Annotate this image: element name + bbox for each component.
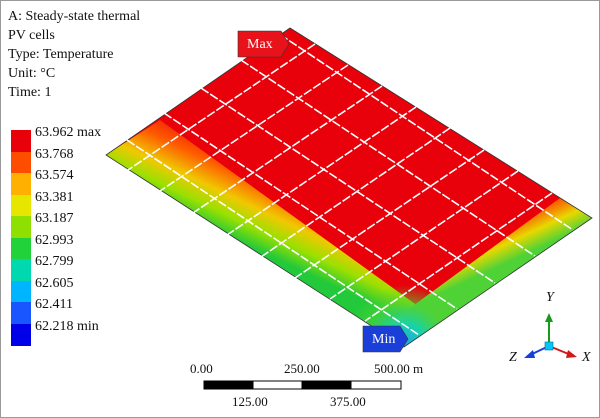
scale-label: 500.00 m [374,361,424,376]
legend-label: 62.993 [35,232,74,248]
legend-label: 63.574 [35,168,74,183]
result-time: Time: 1 [8,85,52,100]
max-marker-label[interactable]: Max [247,37,273,52]
legend-swatch [11,259,31,281]
legend-swatch [11,280,31,303]
scale-bar [203,380,402,390]
legend-label: 63.768 [35,146,74,162]
legend-label: 63.962 max [35,125,102,140]
z-axis-label: Z [509,350,517,365]
legend-swatch [11,130,31,152]
temperature-band-left-edge [106,120,440,347]
legend-swatch [11,323,31,346]
axis-triad[interactable] [524,313,577,358]
scale-label: 125.00 [232,394,268,409]
body-name: PV cells [8,28,55,43]
analysis-title: A: Steady-state thermal [8,9,141,24]
result-info-panel: A: Steady-state thermal PV cells Type: T… [8,7,140,102]
scale-label: 375.00 [330,394,366,409]
legend-swatch [11,302,31,324]
min-marker-flag[interactable] [362,325,409,353]
cell-gap-lines [126,33,574,336]
min-marker-label[interactable]: Min [372,332,396,347]
result-type: Type: Temperature [8,47,114,62]
max-marker-flag[interactable] [237,30,290,58]
pv-plate-outline [105,27,593,348]
legend-label: 62.218 min [35,318,99,334]
legend-swatch [11,151,31,174]
legend-swatch [11,216,31,238]
legend-label: 63.187 [35,211,74,226]
scale-label: 0.00 [190,361,213,376]
legend-swatch [11,194,31,217]
y-axis-label: Y [546,290,554,305]
legend-label: 63.381 [35,189,74,205]
x-axis-label: X [582,350,591,365]
legend-label: 62.799 [35,254,74,269]
legend-swatch [11,237,31,260]
legend-label: 62.411 [35,297,73,312]
scale-label: 250.00 [284,361,320,376]
result-unit: Unit: °C [8,66,56,81]
legend-swatch [11,173,31,195]
legend-label: 62.605 [35,275,74,291]
